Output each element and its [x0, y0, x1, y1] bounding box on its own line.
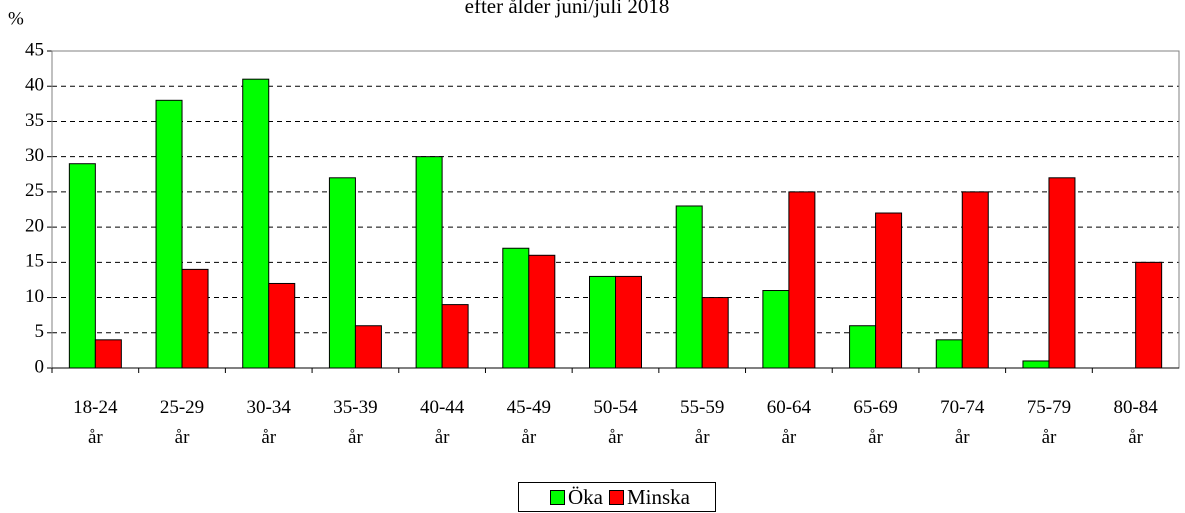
- chart-title: efter ålder juni/juli 2018: [465, 0, 670, 18]
- bar: [589, 275, 616, 369]
- x-tick-label: 60-64 år: [766, 397, 812, 448]
- x-tick-label: 30-34 år: [246, 397, 291, 448]
- y-tick-label: 45: [25, 39, 44, 60]
- y-tick-label: 0: [35, 356, 45, 377]
- bar: [1135, 261, 1163, 369]
- bar: [762, 290, 790, 369]
- x-tick-label: 18-24 år: [73, 397, 118, 448]
- y-tick-label: 30: [25, 145, 44, 166]
- legend: Öka Minska: [518, 482, 716, 512]
- bar: [68, 163, 96, 369]
- bar: [528, 254, 556, 369]
- x-tick-label: 45-49 år: [506, 397, 551, 448]
- bar: [94, 339, 122, 369]
- bar: [961, 191, 989, 369]
- bar: [788, 191, 816, 369]
- x-tick-label: 70-74 år: [940, 397, 985, 448]
- y-axis-label: %: [8, 8, 24, 29]
- y-tick-label: 35: [25, 110, 44, 131]
- x-tick-label: 50-54 år: [593, 397, 638, 448]
- x-tick-label: 55-59 år: [680, 397, 725, 448]
- bar: [875, 212, 903, 369]
- bar: [268, 282, 296, 369]
- bar: [1022, 360, 1050, 369]
- x-tick-label: 35-39 år: [333, 397, 378, 448]
- legend-label: Öka: [568, 484, 603, 509]
- x-tick-label: 75-79 år: [1026, 397, 1072, 448]
- bar: [242, 78, 270, 369]
- bar: [328, 177, 356, 369]
- y-tick-label: 25: [25, 180, 44, 201]
- y-tick-label: 20: [25, 215, 44, 236]
- x-tick-label: 65-69 år: [853, 397, 898, 448]
- bar: [701, 297, 729, 369]
- bar: [155, 99, 183, 369]
- y-tick-label: 40: [25, 75, 44, 96]
- y-tick-label: 15: [25, 251, 44, 272]
- bar: [849, 325, 877, 369]
- x-tick-label: 25-29 år: [159, 397, 205, 448]
- bar: [354, 325, 382, 369]
- bar: [935, 339, 963, 369]
- bar: [502, 247, 530, 369]
- y-tick-label: 5: [35, 321, 45, 342]
- x-tick-label: 80-84 år: [1113, 397, 1158, 448]
- bar: [615, 275, 642, 369]
- bar: [181, 268, 209, 369]
- legend-label: Minska: [627, 484, 690, 509]
- bar: [675, 205, 703, 369]
- bar: [441, 304, 469, 369]
- legend-swatch: [550, 489, 565, 505]
- legend-swatch: [609, 489, 624, 505]
- y-tick-label: 10: [25, 286, 44, 307]
- x-tick-label: 40-44 år: [419, 397, 465, 448]
- bar: [1048, 177, 1076, 369]
- bar: [415, 156, 443, 369]
